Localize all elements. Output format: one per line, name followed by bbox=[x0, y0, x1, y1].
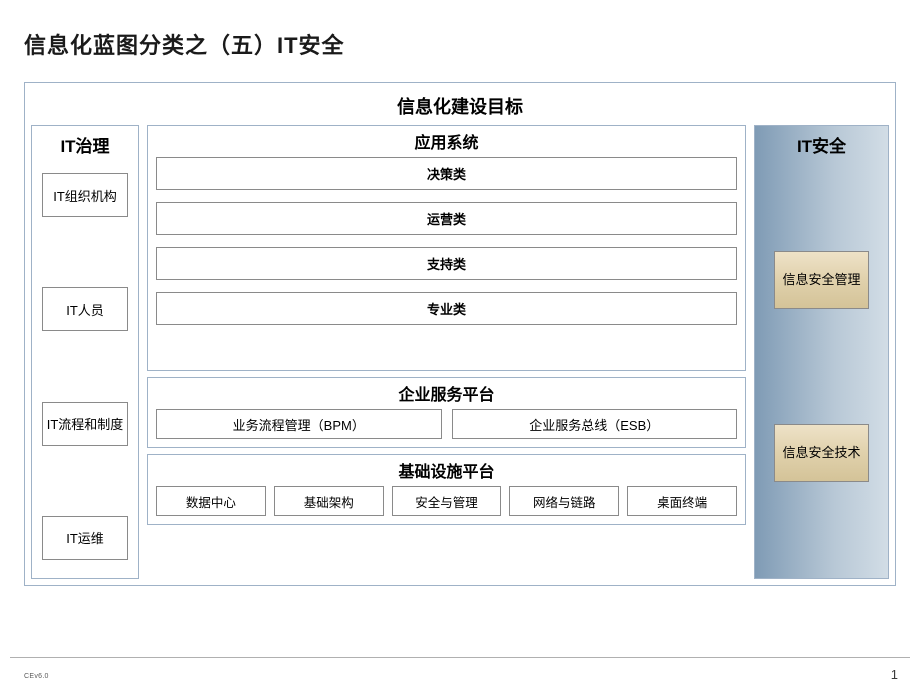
panel-apps-list: 决策类 运营类 支持类 专业类 bbox=[156, 157, 737, 325]
page-title: 信息化蓝图分类之（五）IT安全 bbox=[24, 28, 896, 60]
app-decision: 决策类 bbox=[156, 157, 737, 190]
col-security-header: IT安全 bbox=[761, 130, 882, 163]
infra-network: 网络与链路 bbox=[509, 486, 619, 516]
infra-secmgmt: 安全与管理 bbox=[392, 486, 502, 516]
footer-left: CEv6.0 bbox=[24, 673, 49, 680]
gov-item-staff: IT人员 bbox=[42, 287, 128, 331]
panel-apps-header: 应用系统 bbox=[156, 128, 737, 157]
app-support: 支持类 bbox=[156, 247, 737, 280]
goal-header: 信息化建设目标 bbox=[31, 89, 889, 125]
panel-service-header: 企业服务平台 bbox=[156, 380, 737, 409]
infra-desktop: 桌面终端 bbox=[627, 486, 737, 516]
slide: 信息化蓝图分类之（五）IT安全 信息化建设目标 IT治理 IT组织机构 IT人员… bbox=[0, 0, 920, 690]
infra-datacenter: 数据中心 bbox=[156, 486, 266, 516]
svc-esb: 企业服务总线（ESB） bbox=[452, 409, 738, 439]
col-governance: IT治理 IT组织机构 IT人员 IT流程和制度 IT运维 bbox=[31, 125, 139, 579]
goal-container: 信息化建设目标 IT治理 IT组织机构 IT人员 IT流程和制度 IT运维 应用… bbox=[24, 82, 896, 586]
panel-infra-header: 基础设施平台 bbox=[156, 457, 737, 486]
gov-item-process: IT流程和制度 bbox=[42, 402, 128, 446]
svc-bpm: 业务流程管理（BPM） bbox=[156, 409, 442, 439]
panel-service: 企业服务平台 业务流程管理（BPM） 企业服务总线（ESB） bbox=[147, 377, 746, 448]
col-governance-body: IT组织机构 IT人员 IT流程和制度 IT运维 bbox=[38, 163, 132, 570]
columns-row: IT治理 IT组织机构 IT人员 IT流程和制度 IT运维 应用系统 决策类 运… bbox=[31, 125, 889, 579]
col-security: IT安全 信息安全管理 信息安全技术 bbox=[754, 125, 889, 579]
col-mid: 应用系统 决策类 运营类 支持类 专业类 企业服务平台 业务流程管理（BPM） … bbox=[147, 125, 746, 579]
gov-item-ops: IT运维 bbox=[42, 516, 128, 560]
panel-apps: 应用系统 决策类 运营类 支持类 专业类 bbox=[147, 125, 746, 371]
col-security-body: 信息安全管理 信息安全技术 bbox=[761, 163, 882, 570]
gov-item-org: IT组织机构 bbox=[42, 173, 128, 217]
app-operation: 运营类 bbox=[156, 202, 737, 235]
infra-arch: 基础架构 bbox=[274, 486, 384, 516]
footer-divider bbox=[10, 657, 910, 658]
col-governance-header: IT治理 bbox=[38, 130, 132, 163]
sec-tech: 信息安全技术 bbox=[774, 424, 869, 482]
app-specialty: 专业类 bbox=[156, 292, 737, 325]
panel-infra: 基础设施平台 数据中心 基础架构 安全与管理 网络与链路 桌面终端 bbox=[147, 454, 746, 525]
sec-mgmt: 信息安全管理 bbox=[774, 251, 869, 309]
panel-infra-row: 数据中心 基础架构 安全与管理 网络与链路 桌面终端 bbox=[156, 486, 737, 516]
panel-service-row: 业务流程管理（BPM） 企业服务总线（ESB） bbox=[156, 409, 737, 439]
col-mid-body: 应用系统 决策类 运营类 支持类 专业类 企业服务平台 业务流程管理（BPM） … bbox=[147, 125, 746, 579]
page-number: 1 bbox=[891, 667, 898, 682]
